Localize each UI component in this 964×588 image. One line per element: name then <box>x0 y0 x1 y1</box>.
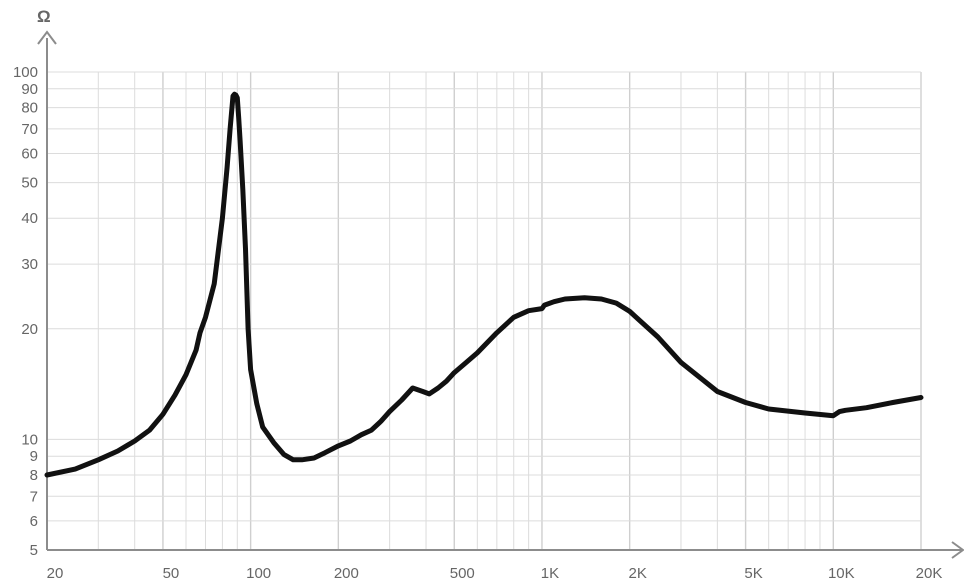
x-grid <box>46 72 922 550</box>
y-axis-unit-label: Ω <box>37 7 51 26</box>
y-tick-label: 60 <box>21 146 38 163</box>
y-tick-label: 90 <box>21 81 38 98</box>
y-tick-label: 7 <box>30 488 38 505</box>
y-tick-label: 6 <box>30 513 38 530</box>
axes: Ω <box>37 7 964 559</box>
y-tick-label: 70 <box>21 121 38 138</box>
x-axis-arrow <box>951 541 964 559</box>
y-tick-label: 100 <box>13 64 38 81</box>
x-tick-label: 500 <box>450 565 475 582</box>
x-tick-label: 1K <box>541 565 559 582</box>
y-tick-label: 8 <box>30 467 38 484</box>
y-tick-label: 40 <box>21 210 38 227</box>
x-tick-label: 20K <box>916 565 943 582</box>
y-tick-label: 50 <box>21 175 38 192</box>
x-tick-label: 2K <box>628 565 646 582</box>
y-tick-label: 10 <box>21 431 38 448</box>
x-tick-label: 5K <box>744 565 762 582</box>
x-tick-label: 20 <box>47 565 64 582</box>
y-tick-label: 80 <box>21 100 38 117</box>
y-tick-label: 9 <box>30 448 38 465</box>
y-axis-arrow <box>37 30 57 45</box>
y-tick-label: 20 <box>21 321 38 338</box>
impedance-curve <box>44 91 924 478</box>
y-tick-label: 30 <box>21 256 38 273</box>
y-tick-label: 5 <box>30 542 38 559</box>
x-tick-label: 200 <box>334 565 359 582</box>
x-tick-label: 10K <box>828 565 855 582</box>
y-grid <box>47 71 921 551</box>
x-tick-label: 50 <box>163 565 180 582</box>
x-tick-labels: 20 50 100 200 500 1K 2K 5K 10K 20K <box>47 565 943 582</box>
x-tick-label: 100 <box>246 565 271 582</box>
